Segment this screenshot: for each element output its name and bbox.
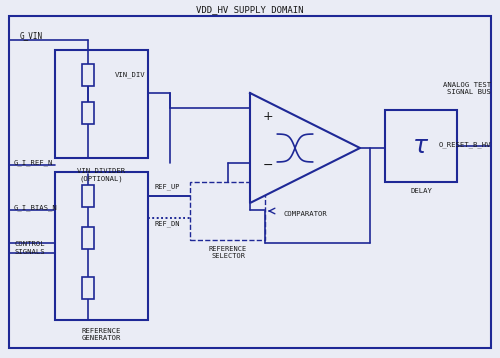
Text: REF_UP: REF_UP [154,183,180,190]
Text: REFERENCE
SELECTOR: REFERENCE SELECTOR [209,246,247,259]
Text: VDD_HV SUPPLY DOMAIN: VDD_HV SUPPLY DOMAIN [196,5,304,15]
Bar [82,64,94,86]
Text: +: + [262,110,274,122]
Text: −: − [263,159,273,171]
Bar [82,227,94,249]
Text: VIN_DIV: VIN_DIV [115,72,146,78]
Text: $\tau$: $\tau$ [412,134,430,158]
Text: CONTROL
SIGNALS: CONTROL SIGNALS [14,242,44,255]
Bar [82,277,94,299]
Bar [82,102,94,124]
Text: O_RESET_B_HV: O_RESET_B_HV [438,142,491,148]
Text: G_I_REF_N: G_I_REF_N [14,160,54,166]
Polygon shape [250,93,360,203]
Text: G_VIN: G_VIN [20,32,43,40]
Bar [82,185,94,207]
Bar [190,182,265,240]
Text: VIN DIVIDER
(OPTIONAL): VIN DIVIDER (OPTIONAL) [77,168,125,182]
Bar [55,172,148,320]
Text: ANALOG TEST
SIGNAL BUS: ANALOG TEST SIGNAL BUS [443,82,491,95]
Text: REFERENCE
GENERATOR: REFERENCE GENERATOR [82,328,120,341]
Text: REF_DN: REF_DN [154,220,180,227]
Bar [55,50,148,158]
Bar [385,110,457,182]
Text: G_I_BIAS_N: G_I_BIAS_N [14,205,58,211]
Text: COMPARATOR: COMPARATOR [283,211,327,217]
Text: DELAY: DELAY [410,188,432,194]
